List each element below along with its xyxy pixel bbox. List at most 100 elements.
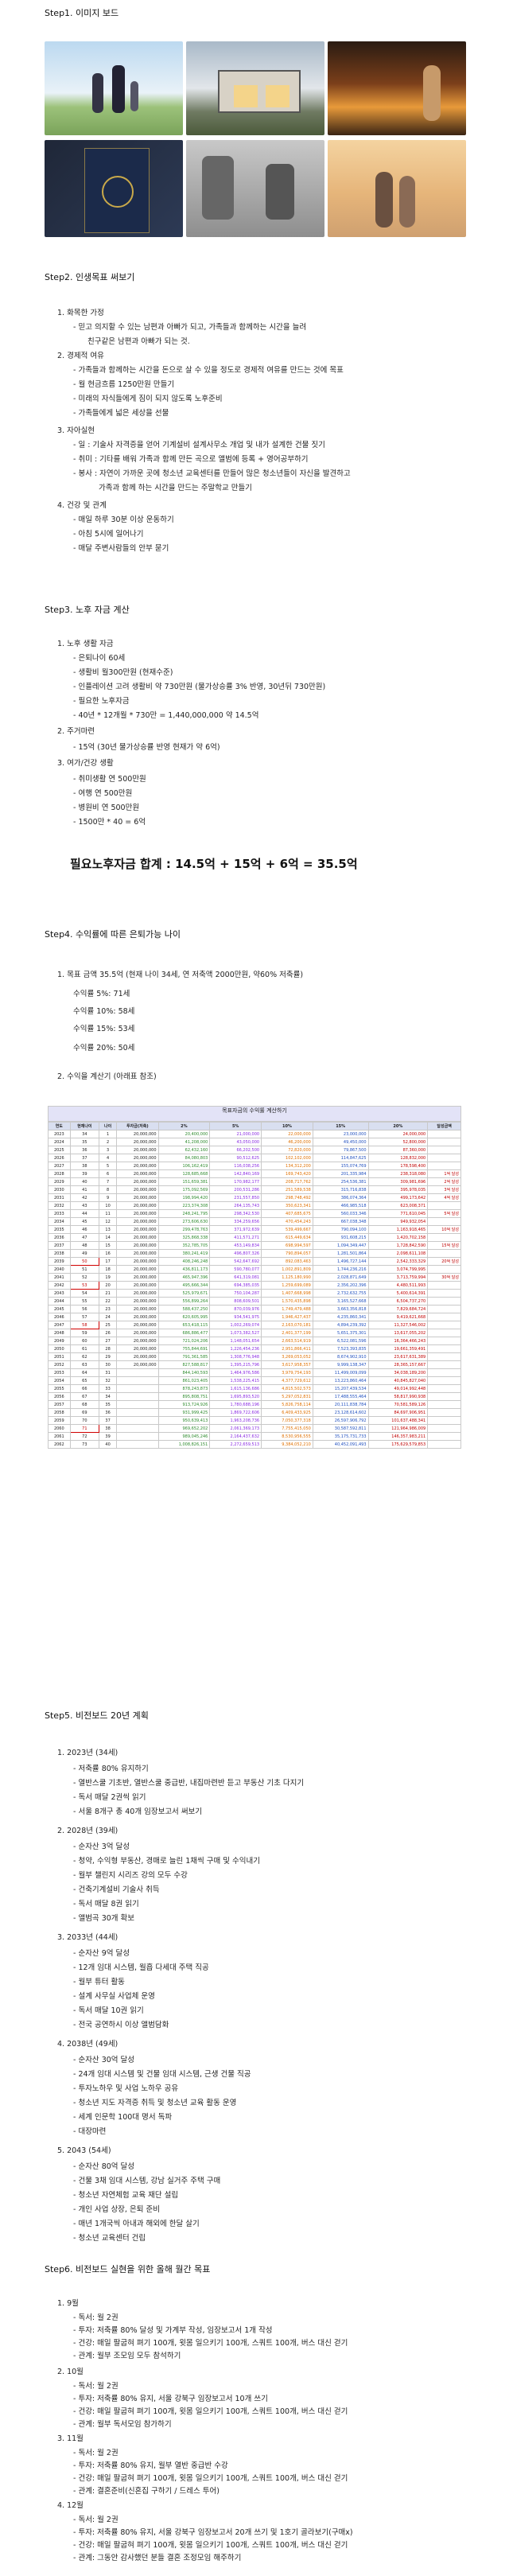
table-cell: 71 bbox=[69, 1424, 100, 1433]
table-cell: 9,384,052,210 bbox=[261, 1440, 313, 1449]
table-cell: 38 bbox=[99, 1424, 118, 1433]
month-item: - 독서: 월 2권 bbox=[73, 2449, 119, 2457]
table-cell bbox=[427, 1400, 461, 1409]
table-cell: 102,102,000 bbox=[261, 1154, 313, 1162]
table-cell: 52 bbox=[69, 1273, 100, 1282]
table-cell: 496,807,326 bbox=[209, 1249, 262, 1258]
table-cell: 1,695,893,520 bbox=[209, 1392, 262, 1401]
table-cell bbox=[427, 1130, 461, 1138]
table-cell bbox=[427, 1233, 461, 1242]
plan-item: - 청소년 교육센터 건립 bbox=[73, 2234, 146, 2243]
table-cell: 4,480,511,993 bbox=[367, 1281, 429, 1290]
table-cell: 20,000,000 bbox=[116, 1352, 159, 1361]
goal-item: - 믿고 의지할 수 있는 남편과 아빠가 되고, 가족들과 함께하는 시간을 … bbox=[73, 323, 307, 332]
table-cell: 208,717,762 bbox=[261, 1177, 313, 1186]
table-cell: 686,886,477 bbox=[157, 1329, 211, 1337]
table-cell: 2061 bbox=[48, 1432, 71, 1441]
table-row: 2027 38 5 20,000,000 106,162,419 116,038,256 1… bbox=[48, 1162, 461, 1170]
table-cell: 3,074,799,995 bbox=[367, 1265, 429, 1274]
table-cell: 24,000,000 bbox=[367, 1130, 429, 1138]
table-cell: 1,420,702,158 bbox=[367, 1233, 429, 1242]
passport-image bbox=[45, 140, 183, 237]
table-cell: 4,377,729,612 bbox=[261, 1376, 313, 1385]
table-cell: 15 bbox=[99, 1241, 118, 1250]
table-cell: 371,972,639 bbox=[209, 1225, 262, 1234]
table-cell: 1,464,976,586 bbox=[209, 1368, 262, 1377]
table-cell: 58,817,990,938 bbox=[367, 1392, 429, 1401]
table-cell: 20,000,000 bbox=[116, 1321, 159, 1329]
table-cell: 2062 bbox=[48, 1440, 71, 1449]
fund-item: - 병원비 연 500만원 bbox=[73, 804, 140, 812]
table-cell: 2,663,514,919 bbox=[261, 1337, 313, 1345]
table-cell: 2034 bbox=[48, 1217, 71, 1226]
table-cell: 49,450,000 bbox=[312, 1138, 369, 1146]
table-cell bbox=[427, 1344, 461, 1353]
month-item: - 투자: 저축률 80% 유지, 월부 열반 중급반 수강 bbox=[73, 2461, 228, 2470]
plan-item: - 순자산 9억 달성 bbox=[73, 1949, 130, 1958]
table-cell: 1,538,225,415 bbox=[209, 1376, 262, 1385]
table-cell: 248,241,795 bbox=[157, 1209, 211, 1218]
table-cell: 755,844,691 bbox=[157, 1344, 211, 1353]
month-item: - 투자: 저축률 80% 달성 및 가계부 작성, 임장보고서 1개 작성 bbox=[73, 2326, 273, 2335]
table-cell: 155,074,769 bbox=[312, 1162, 369, 1170]
table-cell: 16,364,466,243 bbox=[367, 1337, 429, 1345]
table-cell bbox=[427, 1408, 461, 1417]
table-cell bbox=[116, 1392, 159, 1401]
table-cell bbox=[427, 1289, 461, 1298]
table-cell: 8,674,902,910 bbox=[312, 1352, 369, 1361]
table-cell: 8,530,956,555 bbox=[261, 1432, 313, 1441]
table-cell: 13,223,860,464 bbox=[312, 1376, 369, 1385]
table-cell: 116,038,256 bbox=[209, 1162, 262, 1170]
table-cell: 23,617,631,389 bbox=[367, 1352, 429, 1361]
table-header-cell: 5% bbox=[209, 1122, 262, 1130]
table-cell: 2026 bbox=[48, 1154, 71, 1162]
table-cell: 39 bbox=[69, 1169, 100, 1178]
table-cell: 380,241,419 bbox=[157, 1249, 211, 1258]
table-row: 2039 50 17 20,000,000 408,246,248 542,647,692… bbox=[48, 1257, 461, 1266]
table-cell: 1,002,269,074 bbox=[209, 1321, 262, 1329]
table-cell: 31 bbox=[99, 1368, 118, 1377]
goal-item: 친구같은 남편과 아빠가 되는 것. bbox=[87, 337, 190, 346]
table-cell: 525,979,671 bbox=[157, 1289, 211, 1298]
table-cell: 7,050,377,318 bbox=[261, 1416, 313, 1425]
table-cell: 21,000,000 bbox=[209, 1130, 262, 1138]
table-cell: 2,401,377,199 bbox=[261, 1329, 313, 1337]
plan-item: - 순자산 80억 달성 bbox=[73, 2162, 135, 2171]
table-cell: 1,780,688,196 bbox=[209, 1400, 262, 1409]
table-cell: 2037 bbox=[48, 1241, 71, 1250]
table-cell: 2043 bbox=[48, 1289, 71, 1298]
table-row: 2058 69 36 931,999,425 1,869,722,606 6,409,43… bbox=[48, 1408, 461, 1417]
table-cell: 750,104,287 bbox=[209, 1289, 262, 1298]
table-cell: 20,000,000 bbox=[116, 1201, 159, 1210]
table-cell: 6,504,737,270 bbox=[367, 1297, 429, 1306]
table-cell: 70 bbox=[69, 1416, 100, 1425]
table-cell: 949,932,054 bbox=[367, 1217, 429, 1226]
plan-item: - 서울 8개구 총 40개 임장보고서 써보기 bbox=[73, 1807, 203, 1816]
table-cell bbox=[427, 1297, 461, 1306]
return-table-wrap: 목표자금의 수익률 계산하기 연도 현재나이 나이 투자금(저축) 2% 5% 10% 15%… bbox=[48, 1106, 461, 1663]
table-row: 2057 68 35 913,724,926 1,780,688,196 5,826,75… bbox=[48, 1400, 461, 1409]
table-header-row: 연도 현재나이 나이 투자금(저축) 2% 5% 10% 15% 20% 달성금액 bbox=[48, 1122, 461, 1130]
table-cell: 57 bbox=[69, 1313, 100, 1321]
table-cell: 18 bbox=[99, 1265, 118, 1274]
table-header-cell: 현재나이 bbox=[69, 1122, 100, 1130]
table-cell: 298,748,492 bbox=[261, 1193, 313, 1202]
table-cell bbox=[427, 1432, 461, 1441]
table-cell: 2032 bbox=[48, 1201, 71, 1210]
table-row: 2034 45 12 20,000,000 273,606,630 334,259,656… bbox=[48, 1217, 461, 1226]
table-cell: 2,272,659,513 bbox=[209, 1440, 262, 1449]
table-cell bbox=[427, 1138, 461, 1146]
fund-heading: 2. 주거마련 bbox=[57, 727, 95, 736]
table-cell: 2024 bbox=[48, 1138, 71, 1146]
image-board bbox=[45, 41, 466, 239]
plan-item: - 독서 매달 2권씩 읽기 bbox=[73, 1793, 146, 1802]
table-cell bbox=[116, 1408, 159, 1417]
table-cell: 4억 달성 bbox=[427, 1193, 461, 1202]
goal-heading: 1. 화목한 가정 bbox=[57, 309, 104, 317]
table-cell: 1,728,842,590 bbox=[367, 1241, 429, 1250]
month-heading: 4. 12월 bbox=[57, 2501, 84, 2510]
table-header-cell: 달성금액 bbox=[427, 1122, 461, 1130]
table-cell: 352,785,705 bbox=[157, 1241, 211, 1250]
table-cell: 2029 bbox=[48, 1177, 71, 1186]
table-cell: 1 bbox=[99, 1130, 118, 1138]
